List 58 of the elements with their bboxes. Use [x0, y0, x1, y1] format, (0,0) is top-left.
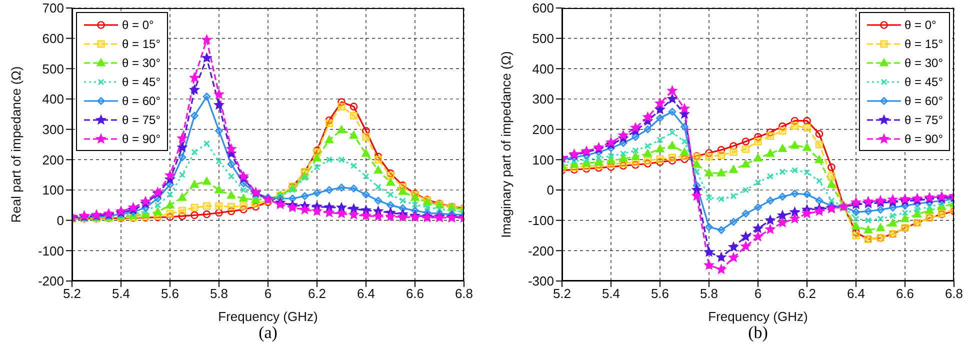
x-tick-label: 6.8	[454, 286, 474, 302]
x-tick-label: 6.6	[896, 286, 914, 302]
x-tick-label: 6.8	[944, 286, 964, 302]
y-tick-label: -100	[528, 212, 554, 228]
legend-label: θ = 30°	[122, 56, 160, 70]
y-axis-title: Imaginary part of impedance (Ω)	[498, 51, 514, 238]
y-tick-label: 0	[56, 212, 64, 228]
y-tick-label: 200	[42, 152, 64, 168]
y-tick-label: -300	[528, 274, 554, 289]
y-tick-label: -200	[38, 274, 64, 289]
legend-label: θ = 90°	[122, 132, 160, 146]
legend-label: θ = 30°	[904, 56, 943, 70]
x-tick-label: 6	[264, 286, 272, 302]
y-tick-label: 400	[42, 92, 64, 107]
legend-label: θ = 45°	[904, 74, 943, 88]
x-axis-title: Frequency (GHz)	[218, 309, 318, 324]
y-tick-label: 500	[42, 61, 64, 76]
x-tick-label: 6.2	[798, 286, 816, 302]
x-tick-label: 5.6	[160, 286, 180, 302]
legend-label: θ = 60°	[904, 94, 943, 108]
legend-label: θ = 0°	[904, 18, 936, 32]
legend-label: θ = 0°	[122, 18, 154, 32]
legend-label: θ = 15°	[122, 36, 160, 50]
x-tick-label: 5.2	[552, 286, 572, 302]
y-tick-label: -100	[38, 243, 64, 258]
x-tick-label: 5.8	[700, 286, 718, 302]
y-tick-label: 600	[532, 0, 554, 16]
legend-label: θ = 75°	[904, 112, 943, 126]
x-tick-label: 5.6	[650, 286, 670, 302]
x-tick-label: 6.2	[308, 286, 326, 302]
text: (b)	[748, 323, 768, 343]
y-tick-label: 700	[42, 0, 64, 16]
y-tick-label: 100	[42, 182, 64, 198]
y-tick-label: -200	[528, 243, 554, 258]
legend-label: θ = 45°	[122, 74, 160, 88]
x-tick-label: 5.4	[602, 286, 620, 302]
y-tick-label: 600	[42, 30, 64, 46]
x-tick-label: 5.4	[112, 286, 130, 302]
y-tick-label: 200	[532, 122, 554, 137]
x-tick-label: 6	[754, 286, 762, 302]
y-tick-label: 500	[532, 30, 554, 46]
x-tick-label: 6.6	[406, 286, 424, 302]
y-tick-label: 300	[532, 92, 554, 107]
legend-label: θ = 15°	[904, 36, 943, 50]
y-tick-label: 100	[532, 152, 554, 168]
y-tick-label: 300	[42, 122, 64, 137]
x-tick-label: 6.4	[356, 286, 376, 302]
y-tick-label: 0	[546, 182, 554, 198]
x-tick-label: 5.8	[210, 286, 228, 302]
legend-label: θ = 90°	[904, 132, 943, 146]
text: (a)	[258, 323, 278, 343]
legend-label: θ = 60°	[122, 94, 160, 108]
y-tick-label: 400	[532, 61, 554, 76]
x-tick-label: 5.2	[62, 286, 82, 302]
x-axis-title: Frequency (GHz)	[708, 309, 808, 324]
x-tick-label: 6.4	[846, 286, 866, 302]
y-axis-title: Real part of impedance (Ω)	[8, 66, 24, 223]
legend-label: θ = 75°	[122, 112, 160, 126]
